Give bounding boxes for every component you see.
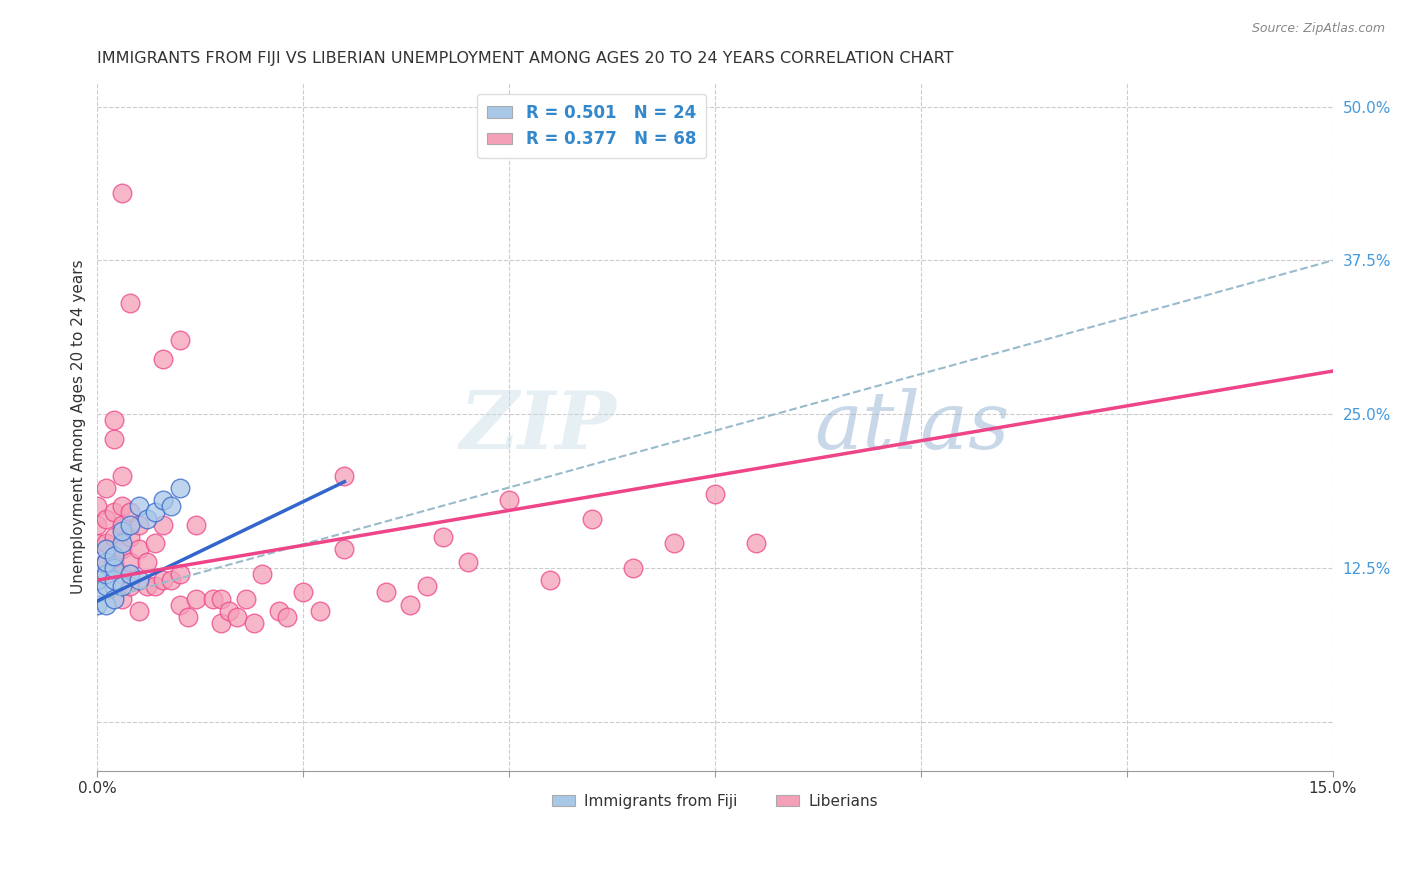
Point xyxy=(94,555,117,569)
Point xyxy=(538,573,561,587)
Point xyxy=(333,468,356,483)
Point xyxy=(498,493,520,508)
Point xyxy=(120,506,142,520)
Point xyxy=(128,500,150,514)
Point xyxy=(160,573,183,587)
Point xyxy=(86,517,108,532)
Point xyxy=(86,585,108,599)
Point xyxy=(152,351,174,366)
Point xyxy=(103,591,125,606)
Point xyxy=(94,566,117,581)
Point xyxy=(235,591,257,606)
Point xyxy=(143,536,166,550)
Point xyxy=(94,481,117,495)
Point xyxy=(111,566,134,581)
Legend: Immigrants from Fiji, Liberians: Immigrants from Fiji, Liberians xyxy=(547,788,884,814)
Point xyxy=(86,536,108,550)
Point xyxy=(581,511,603,525)
Point xyxy=(250,566,273,581)
Point xyxy=(457,555,479,569)
Point xyxy=(94,579,117,593)
Point xyxy=(86,598,108,612)
Point xyxy=(111,517,134,532)
Point xyxy=(135,511,157,525)
Point xyxy=(169,334,191,348)
Point xyxy=(152,573,174,587)
Text: Source: ZipAtlas.com: Source: ZipAtlas.com xyxy=(1251,22,1385,36)
Point xyxy=(103,413,125,427)
Point xyxy=(86,573,108,587)
Point xyxy=(209,591,232,606)
Point xyxy=(152,493,174,508)
Point xyxy=(111,500,134,514)
Point xyxy=(177,610,200,624)
Point xyxy=(111,468,134,483)
Text: atlas: atlas xyxy=(814,388,1010,465)
Point xyxy=(201,591,224,606)
Point xyxy=(226,610,249,624)
Point xyxy=(704,487,727,501)
Point xyxy=(621,561,644,575)
Point xyxy=(128,604,150,618)
Point xyxy=(128,573,150,587)
Point xyxy=(94,511,117,525)
Point xyxy=(143,506,166,520)
Point xyxy=(143,579,166,593)
Point xyxy=(94,598,117,612)
Point xyxy=(135,555,157,569)
Point xyxy=(432,530,454,544)
Point xyxy=(169,566,191,581)
Point xyxy=(308,604,330,618)
Point xyxy=(103,555,125,569)
Point xyxy=(94,542,117,557)
Point xyxy=(169,598,191,612)
Point xyxy=(745,536,768,550)
Point xyxy=(120,555,142,569)
Point xyxy=(103,506,125,520)
Point xyxy=(333,542,356,557)
Point xyxy=(186,591,208,606)
Point xyxy=(169,481,191,495)
Point xyxy=(662,536,685,550)
Point xyxy=(160,500,183,514)
Point xyxy=(209,616,232,631)
Point xyxy=(111,542,134,557)
Point xyxy=(128,542,150,557)
Point xyxy=(94,555,117,569)
Point xyxy=(218,604,240,618)
Point xyxy=(399,598,422,612)
Y-axis label: Unemployment Among Ages 20 to 24 years: Unemployment Among Ages 20 to 24 years xyxy=(72,259,86,594)
Point xyxy=(243,616,266,631)
Point xyxy=(120,517,142,532)
Point xyxy=(276,610,298,624)
Point xyxy=(292,585,315,599)
Point xyxy=(120,296,142,310)
Point xyxy=(135,579,157,593)
Point xyxy=(152,517,174,532)
Text: ZIP: ZIP xyxy=(460,388,616,465)
Point xyxy=(94,536,117,550)
Point xyxy=(111,579,134,593)
Point xyxy=(103,561,125,575)
Point xyxy=(120,579,142,593)
Text: IMMIGRANTS FROM FIJI VS LIBERIAN UNEMPLOYMENT AMONG AGES 20 TO 24 YEARS CORRELAT: IMMIGRANTS FROM FIJI VS LIBERIAN UNEMPLO… xyxy=(97,51,953,66)
Point xyxy=(186,517,208,532)
Point xyxy=(111,591,134,606)
Point xyxy=(120,530,142,544)
Point xyxy=(86,500,108,514)
Point xyxy=(103,549,125,563)
Point xyxy=(111,536,134,550)
Point xyxy=(120,566,142,581)
Point xyxy=(128,517,150,532)
Point xyxy=(267,604,290,618)
Point xyxy=(111,524,134,538)
Point xyxy=(111,186,134,200)
Point xyxy=(103,432,125,446)
Point xyxy=(374,585,396,599)
Point xyxy=(103,573,125,587)
Point xyxy=(103,530,125,544)
Point xyxy=(416,579,439,593)
